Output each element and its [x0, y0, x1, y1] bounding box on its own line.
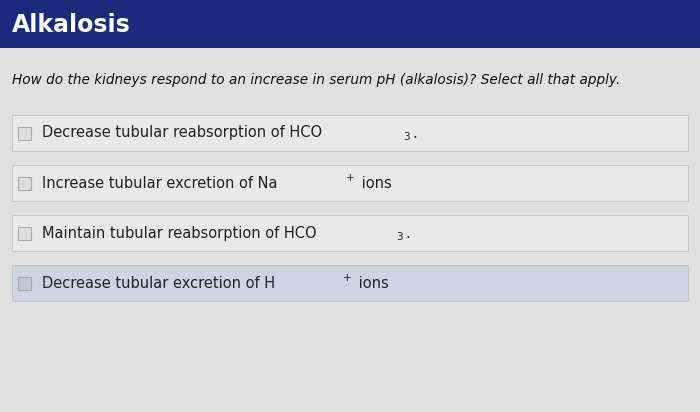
Text: Alkalosis: Alkalosis [12, 13, 131, 37]
Text: .: . [405, 225, 409, 241]
Text: +: + [343, 273, 351, 283]
Text: 3: 3 [403, 132, 410, 142]
Bar [18, 276, 31, 290]
Bar [18, 126, 31, 140]
Bar [12, 115, 688, 151]
Text: ions: ions [357, 176, 392, 190]
Bar [12, 265, 688, 301]
Text: Decrease tubular reabsorption of HCO: Decrease tubular reabsorption of HCO [42, 126, 322, 140]
Text: 3: 3 [396, 232, 403, 242]
Bar [0, 0, 700, 48]
Text: Increase tubular excretion of Na: Increase tubular excretion of Na [42, 176, 277, 190]
Bar [18, 227, 31, 239]
Text: ions: ions [354, 276, 388, 290]
Text: +: + [346, 173, 354, 183]
Bar [18, 176, 31, 190]
Text: How do the kidneys respond to an increase in serum pH (alkalosis)? Select all th: How do the kidneys respond to an increas… [12, 73, 620, 87]
Text: .: . [412, 126, 416, 140]
Text: Maintain tubular reabsorption of HCO: Maintain tubular reabsorption of HCO [42, 225, 316, 241]
Bar [12, 215, 688, 251]
Bar [12, 165, 688, 201]
Text: Decrease tubular excretion of H: Decrease tubular excretion of H [42, 276, 275, 290]
